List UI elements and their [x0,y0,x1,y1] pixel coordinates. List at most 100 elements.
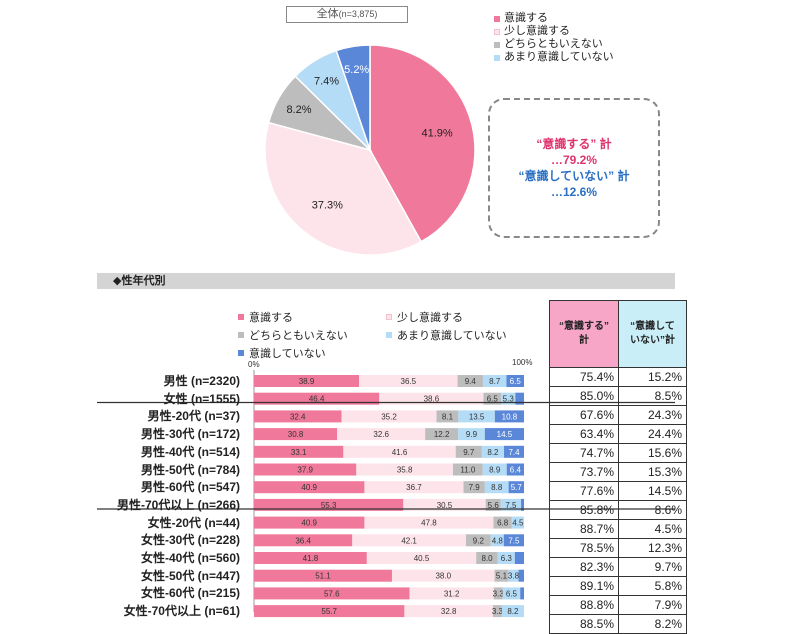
bar-data-label: 33.1 [291,448,307,457]
bar-data-label: 5.6 [488,501,500,510]
bar-segment [425,428,459,441]
legend-swatch [494,54,500,61]
legend-label: どちらともいえない [249,330,348,342]
bar-segment [481,445,505,458]
bar-data-label: 4.8 [492,536,504,545]
bar-data-label: 46.4 [309,395,325,404]
legend-label: 意識する [249,312,293,324]
table-cell: 24.3% [618,405,687,425]
bar-segment [490,534,504,547]
table-header-aware: “意識する” 計 [549,300,619,368]
bar-data-label: 5.3 [503,395,515,404]
table-cell: 4.5% [618,519,687,539]
table-row: 88.8% 7.9% [549,595,687,615]
legend-swatch [238,314,244,320]
bar-data-label: 7.5 [508,536,520,545]
bar-segment [484,481,509,494]
bar-data-label: 4.5 [512,519,524,528]
bar-segment [508,481,524,494]
bar-data-label: 7.4 [508,448,520,457]
bar-data-label: 32.6 [373,430,389,439]
bar-segment [506,463,524,476]
bar-segment [501,392,516,405]
table-cell: 8.6% [618,500,687,520]
bar-segment [502,587,521,600]
bar-segment [503,534,524,547]
bar-segment [500,498,522,511]
bar-data-label: 30.8 [288,430,304,439]
bar-data-label: 40.9 [301,483,317,492]
bar-data-label: 40.9 [301,519,317,528]
bar-segment [504,445,524,458]
bar-segment [485,498,501,511]
bar-segment [436,410,459,423]
bar-segment [409,587,494,600]
table-body: 75.4% 15.2% 85.0% 8.5% 67.6% 24.3% 63.4% 24.4% 7… [549,367,687,634]
bar-data-label: 35.2 [381,412,397,421]
table-cell: 15.3% [618,462,687,482]
bar-segment [463,481,485,494]
callout-line: …79.2% [550,153,598,167]
bar-data-label: 38.0 [435,572,451,581]
bar-data-label: 51.1 [315,572,331,581]
legend-swatch [386,332,392,338]
bar-data-label: 32.8 [441,607,457,616]
bar-segment [508,569,519,582]
bar-segment [254,534,353,547]
bar-segment [254,498,404,511]
row-label: 男性-30代 (n=172) [140,427,240,442]
bar-segment [452,463,483,476]
table-cell: 5.8% [618,576,687,596]
bar-segment [520,587,524,600]
row-label: 男性-60代 (n=547) [140,480,240,495]
row-label: 男性-20代 (n=37) [147,409,240,424]
bar-legend-item: 意識していない [238,345,326,361]
legend-label: あまり意識していない [397,330,507,342]
bar-segment [364,481,464,494]
legend-label: 少し意識する [397,312,463,324]
bar-segment [391,569,495,582]
table-cell: 88.8% [549,595,619,615]
bar-segment [359,375,458,387]
bar-segment [337,428,426,441]
bar-data-label: 6.3 [501,554,513,563]
bar-data-label: 38.9 [299,377,315,386]
table-cell: 8.2% [618,614,687,634]
bar-data-label: 8.1 [442,412,454,421]
bar-data-label: 38.6 [424,395,440,404]
bar-data-label: 6.5 [506,589,518,598]
bar-segment [494,569,509,582]
bar-data-label: 55.7 [321,607,337,616]
bar-data-label: 9.9 [466,430,478,439]
bar-segment [494,410,524,423]
pie-legend-item: あまり意識していない [494,51,614,64]
bar-legend-item: どちらともいえない [238,327,348,343]
table-cell: 85.0% [549,386,619,406]
table-row: 82.3% 9.7% [549,557,687,577]
table-cell: 89.1% [549,576,619,596]
table-row: 89.1% 5.8% [549,576,687,596]
row-label: 男性-40代 (n=514) [140,444,240,459]
legend-swatch [238,332,244,338]
table-cell: 12.3% [618,538,687,558]
bar-segment [511,516,524,529]
pie-chart: 41.9% 37.3% 8.2% 7.4% 5.2% [264,44,476,256]
table-cell: 77.6% [549,481,619,501]
pie-legend: 意識する 少し意識する どちらともいえない あまり意識していない [494,12,614,64]
bar-segment [379,392,484,405]
legend-label: どちらともいえない [504,38,603,50]
bar-segment [356,463,453,476]
bar-data-label: 13.5 [469,412,485,421]
summary-callout: “意識する” 計 …79.2% “意識していない” 計 …12.6% [488,98,660,238]
legend-label: 意識する [504,12,548,24]
table-cell: 15.6% [618,443,687,463]
bar-segment [484,428,524,441]
row-label: 男性-70代以上 (n=266) [116,497,240,512]
table-row: 88.5% 8.2% [549,614,687,634]
table-header-unaware: “意識して いない”計 [618,300,687,368]
table-row: 78.5% 12.3% [549,538,687,558]
bar-segment [515,392,524,405]
bar-segment [254,605,405,618]
table-cell: 7.9% [618,595,687,615]
table-cell: 24.4% [618,424,687,444]
